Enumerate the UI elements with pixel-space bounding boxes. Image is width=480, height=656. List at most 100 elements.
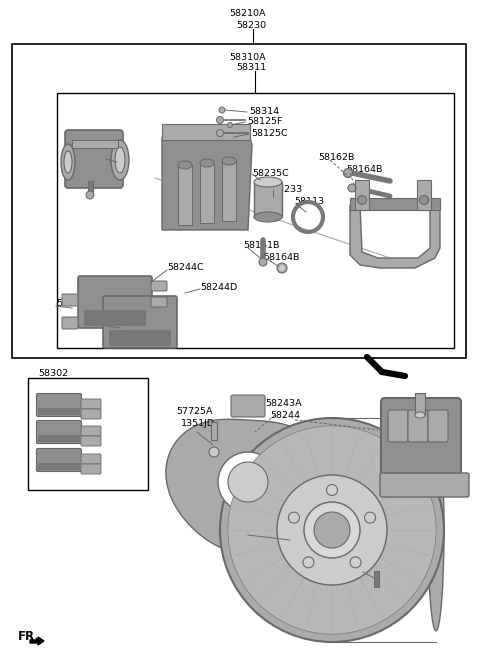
FancyBboxPatch shape	[36, 394, 82, 417]
Circle shape	[220, 418, 444, 642]
FancyBboxPatch shape	[81, 436, 101, 446]
FancyBboxPatch shape	[151, 281, 167, 291]
Circle shape	[288, 512, 300, 523]
Text: 58314: 58314	[249, 108, 279, 117]
Circle shape	[314, 512, 350, 548]
Polygon shape	[162, 130, 252, 230]
Ellipse shape	[115, 147, 125, 173]
Circle shape	[348, 184, 356, 192]
Bar	[88, 181, 93, 195]
Circle shape	[326, 485, 337, 495]
Ellipse shape	[111, 140, 129, 180]
Bar	[162, 124, 250, 140]
FancyBboxPatch shape	[428, 410, 448, 442]
Bar	[417, 180, 431, 210]
Text: 58125F: 58125F	[247, 117, 282, 127]
Circle shape	[259, 258, 267, 266]
Bar	[72, 140, 118, 148]
Circle shape	[350, 557, 361, 568]
Bar	[211, 422, 217, 440]
Text: 58311: 58311	[236, 62, 266, 72]
Text: 58244C: 58244C	[102, 319, 139, 327]
Circle shape	[277, 263, 287, 273]
Text: 58244C: 58244C	[167, 264, 204, 272]
Ellipse shape	[254, 212, 282, 222]
Text: 1351JD: 1351JD	[181, 419, 215, 428]
FancyBboxPatch shape	[408, 410, 428, 442]
Circle shape	[279, 265, 285, 271]
Circle shape	[344, 169, 352, 178]
Ellipse shape	[415, 412, 425, 418]
Text: 58210A: 58210A	[230, 9, 266, 18]
Bar	[178, 165, 192, 225]
Circle shape	[216, 129, 224, 136]
Text: 58302: 58302	[38, 369, 68, 379]
FancyBboxPatch shape	[388, 410, 408, 442]
Circle shape	[228, 123, 232, 127]
Ellipse shape	[222, 157, 236, 165]
Bar	[254, 182, 282, 217]
Ellipse shape	[178, 161, 192, 169]
Circle shape	[228, 426, 436, 634]
Text: 58244D: 58244D	[56, 300, 93, 308]
Text: FR.: FR.	[18, 630, 40, 644]
Bar	[222, 161, 236, 221]
Ellipse shape	[428, 429, 444, 631]
Text: 58164B: 58164B	[346, 165, 383, 174]
Bar	[355, 180, 369, 210]
Text: 58244: 58244	[270, 411, 300, 420]
Circle shape	[358, 195, 367, 205]
Circle shape	[209, 447, 219, 457]
FancyBboxPatch shape	[381, 398, 461, 484]
Text: 58244D: 58244D	[200, 283, 237, 291]
Circle shape	[86, 191, 94, 199]
Bar	[57, 93, 454, 348]
FancyBboxPatch shape	[81, 409, 101, 419]
FancyBboxPatch shape	[36, 449, 82, 472]
Circle shape	[304, 502, 360, 558]
FancyBboxPatch shape	[103, 296, 177, 348]
Bar	[350, 198, 440, 210]
Text: 1220FS: 1220FS	[360, 565, 395, 575]
Text: 58310A: 58310A	[230, 52, 266, 62]
FancyBboxPatch shape	[62, 294, 78, 306]
Bar	[38, 463, 80, 470]
Text: 58164B: 58164B	[263, 253, 300, 262]
Text: 58243A: 58243A	[265, 400, 301, 409]
Polygon shape	[350, 205, 440, 268]
Ellipse shape	[200, 159, 214, 167]
Text: 58162B: 58162B	[318, 152, 354, 161]
Circle shape	[303, 557, 314, 568]
Ellipse shape	[61, 144, 75, 180]
Circle shape	[364, 512, 375, 523]
Bar	[374, 571, 379, 587]
FancyBboxPatch shape	[65, 130, 123, 188]
Bar	[38, 435, 80, 442]
FancyBboxPatch shape	[62, 317, 78, 329]
Bar	[109, 330, 171, 346]
FancyBboxPatch shape	[380, 473, 469, 497]
Ellipse shape	[254, 177, 282, 187]
FancyBboxPatch shape	[81, 464, 101, 474]
FancyBboxPatch shape	[81, 426, 101, 436]
Bar	[28, 378, 148, 490]
FancyBboxPatch shape	[151, 297, 167, 307]
Bar	[200, 163, 214, 223]
Bar	[12, 44, 466, 358]
Ellipse shape	[64, 151, 72, 173]
Text: 57725A: 57725A	[176, 407, 213, 417]
FancyBboxPatch shape	[78, 276, 152, 328]
Circle shape	[277, 475, 387, 585]
FancyBboxPatch shape	[81, 454, 101, 464]
FancyBboxPatch shape	[231, 395, 265, 417]
Text: 58113: 58113	[294, 197, 324, 207]
Text: 58125C: 58125C	[251, 129, 288, 138]
Text: 58235C: 58235C	[252, 169, 289, 178]
Text: 58161B: 58161B	[243, 241, 279, 249]
Bar	[415, 393, 425, 415]
Text: 58230: 58230	[236, 20, 266, 30]
Bar	[38, 408, 80, 415]
Bar	[84, 310, 146, 326]
Polygon shape	[30, 637, 44, 645]
Text: 58163B: 58163B	[83, 154, 120, 163]
